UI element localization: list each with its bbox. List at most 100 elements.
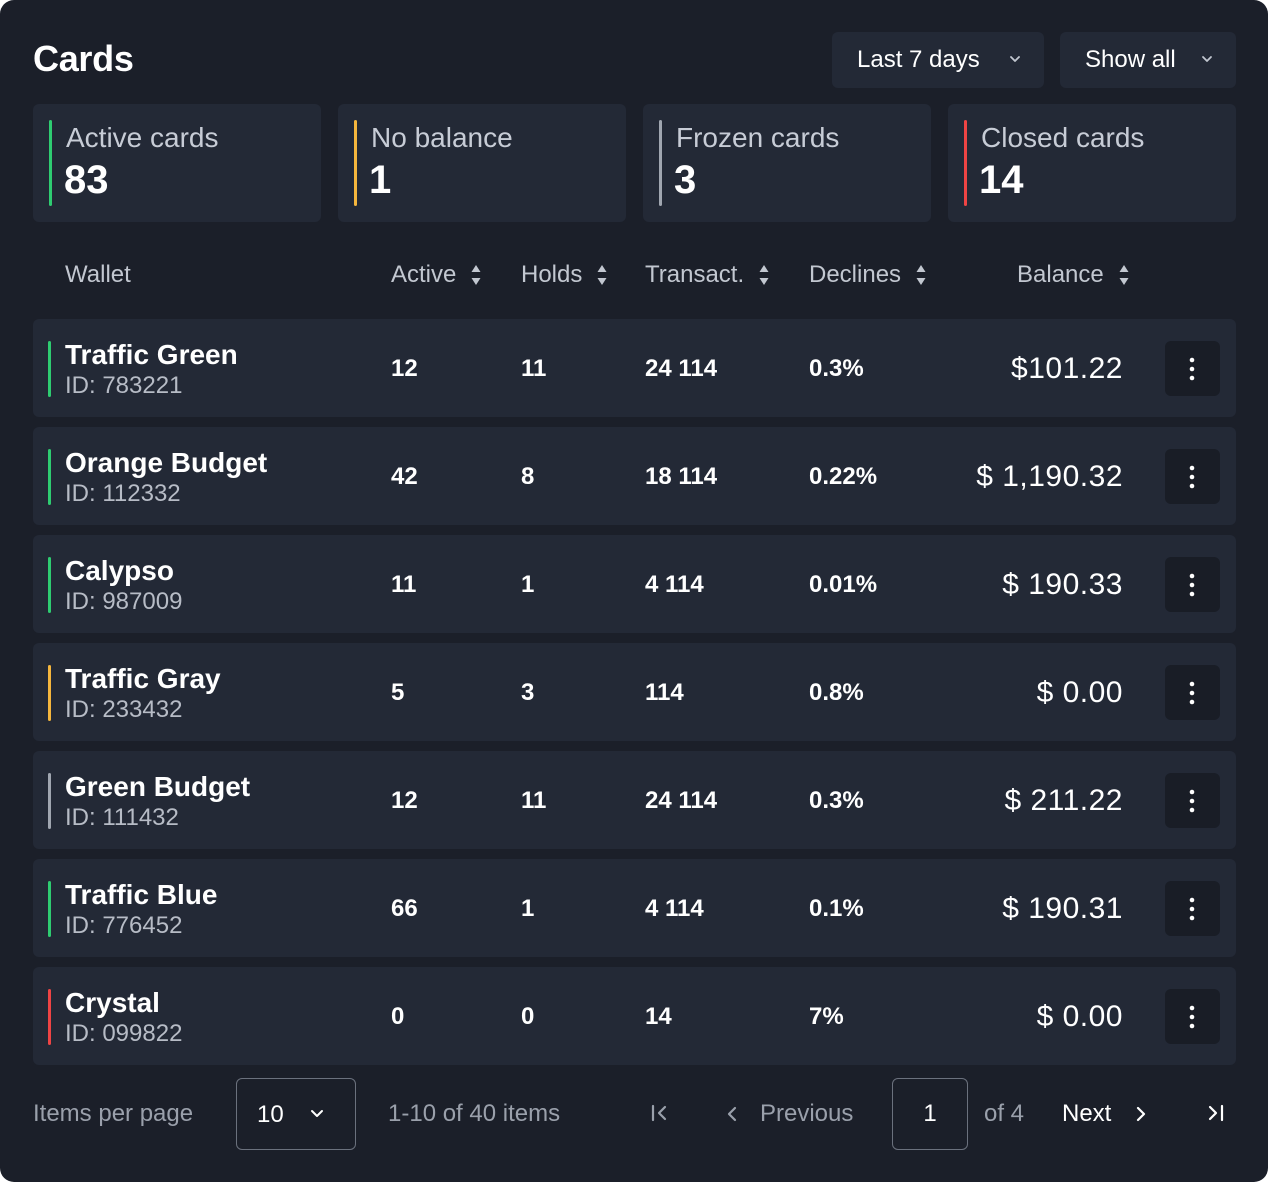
active-value: 66 <box>391 895 418 922</box>
status-indicator <box>48 449 51 505</box>
table-row[interactable]: Traffic Green ID: 783221 12 11 24 114 0.… <box>33 319 1236 417</box>
column-header-holds[interactable]: Holds <box>521 260 608 290</box>
stat-label: No balance <box>371 122 513 153</box>
column-header-transact[interactable]: Transact. <box>645 260 770 290</box>
row-menu-button[interactable] <box>1165 557 1220 612</box>
stat-value: 3 <box>674 158 697 202</box>
table-row[interactable]: Traffic Blue ID: 776452 66 1 4 114 0.1% … <box>33 859 1236 957</box>
row-menu-button[interactable] <box>1165 449 1220 504</box>
column-header-label: Balance <box>1017 261 1104 288</box>
wallet-name: Calypso <box>65 555 174 586</box>
last-page-button[interactable] <box>1205 1103 1225 1123</box>
wallet-id: ID: 783221 <box>65 372 183 399</box>
balance-value: $ 211.22 <box>1004 784 1123 817</box>
wallet-name: Orange Budget <box>65 447 268 478</box>
previous-page-button[interactable]: Previous <box>722 1100 853 1128</box>
column-header-wallet: Wallet <box>65 260 131 290</box>
items-per-page-value: 10 <box>257 1101 284 1128</box>
status-indicator <box>964 120 967 206</box>
column-header-declines[interactable]: Declines <box>809 260 927 290</box>
declines-value: 0.01% <box>809 571 878 598</box>
transact-value: 24 114 <box>645 787 718 814</box>
sort-icon <box>471 265 481 285</box>
sort-icon <box>759 265 769 285</box>
row-menu-button[interactable] <box>1165 989 1220 1044</box>
holds-value: 8 <box>521 463 535 490</box>
stat-label: Frozen cards <box>676 122 840 153</box>
status-indicator <box>659 120 662 206</box>
transact-value: 18 114 <box>645 463 718 490</box>
balance-value: $ 0.00 <box>1036 1000 1123 1033</box>
total-pages-text: of 4 <box>984 1100 1025 1127</box>
row-menu-button[interactable] <box>1165 881 1220 936</box>
first-page-button[interactable] <box>650 1103 670 1123</box>
column-header-active[interactable]: Active <box>391 260 482 290</box>
table-row[interactable]: Crystal ID: 099822 0 0 14 7% $ 0.00 <box>33 967 1236 1065</box>
current-page-input[interactable]: 1 <box>892 1078 968 1150</box>
wallet-id: ID: 987009 <box>65 588 183 615</box>
row-menu-button[interactable] <box>1165 341 1220 396</box>
more-vertical-icon <box>1189 897 1195 921</box>
holds-value: 1 <box>521 895 535 922</box>
sort-icon <box>597 265 607 285</box>
holds-value: 11 <box>521 355 547 382</box>
stat-closed-cards[interactable]: Closed cards 14 <box>948 104 1236 222</box>
stat-value: 14 <box>979 158 1024 202</box>
holds-value: 11 <box>521 787 547 814</box>
stat-value: 83 <box>64 158 109 202</box>
transact-value: 4 114 <box>645 571 704 598</box>
wallet-id: ID: 112332 <box>65 480 181 507</box>
wallet-name: Traffic Blue <box>65 879 218 910</box>
more-vertical-icon <box>1189 357 1195 381</box>
wallet-name: Crystal <box>65 987 160 1018</box>
transact-value: 4 114 <box>645 895 704 922</box>
balance-value: $ 190.31 <box>1002 892 1123 925</box>
table-row[interactable]: Orange Budget ID: 112332 42 8 18 114 0.2… <box>33 427 1236 525</box>
status-indicator <box>48 989 51 1045</box>
table-row[interactable]: Calypso ID: 987009 11 1 4 114 0.01% $ 19… <box>33 535 1236 633</box>
table-row[interactable]: Green Budget ID: 111432 12 11 24 114 0.3… <box>33 751 1236 849</box>
more-vertical-icon <box>1189 789 1195 813</box>
stat-value: 1 <box>369 158 392 202</box>
declines-value: 0.3% <box>809 787 864 814</box>
stat-active-cards[interactable]: Active cards 83 <box>33 104 321 222</box>
active-value: 5 <box>391 679 405 706</box>
date-range-dropdown[interactable]: Last 7 days <box>832 32 1044 88</box>
chevron-down-icon <box>311 1110 323 1117</box>
table-row[interactable]: Traffic Gray ID: 233432 5 3 114 0.8% $ 0… <box>33 643 1236 741</box>
active-value: 42 <box>391 463 418 490</box>
row-menu-button[interactable] <box>1165 665 1220 720</box>
column-header-balance[interactable]: Balance <box>1017 260 1130 290</box>
chevron-down-icon <box>1202 56 1212 62</box>
status-indicator <box>48 341 51 397</box>
sort-icon <box>916 265 926 285</box>
column-header-label: Holds <box>521 261 583 288</box>
next-page-button[interactable]: Next <box>1062 1100 1151 1128</box>
declines-value: 7% <box>809 1003 844 1030</box>
chevron-left-icon <box>727 1106 737 1122</box>
items-per-page-label: Items per page <box>33 1100 194 1127</box>
declines-value: 0.8% <box>809 679 864 706</box>
stat-no-balance[interactable]: No balance 1 <box>338 104 626 222</box>
wallet-id: ID: 099822 <box>65 1020 183 1047</box>
column-header-label: Wallet <box>65 261 131 288</box>
items-per-page-select[interactable]: 10 <box>236 1078 356 1150</box>
items-range-text: 1-10 of 40 items <box>388 1100 561 1127</box>
holds-value: 3 <box>521 679 535 706</box>
row-menu-button[interactable] <box>1165 773 1220 828</box>
status-indicator <box>354 120 357 206</box>
balance-value: $101.22 <box>1011 352 1123 385</box>
declines-value: 0.22% <box>809 463 878 490</box>
status-indicator <box>48 773 51 829</box>
more-vertical-icon <box>1189 465 1195 489</box>
holds-value: 0 <box>521 1003 535 1030</box>
wallet-id: ID: 111432 <box>65 804 179 831</box>
stat-frozen-cards[interactable]: Frozen cards 3 <box>643 104 931 222</box>
filter-dropdown[interactable]: Show all <box>1060 32 1236 88</box>
status-indicator <box>49 120 52 206</box>
date-range-label: Last 7 days <box>857 46 980 73</box>
balance-value: $ 0.00 <box>1036 676 1123 709</box>
active-value: 12 <box>391 787 418 814</box>
transact-value: 24 114 <box>645 355 718 382</box>
